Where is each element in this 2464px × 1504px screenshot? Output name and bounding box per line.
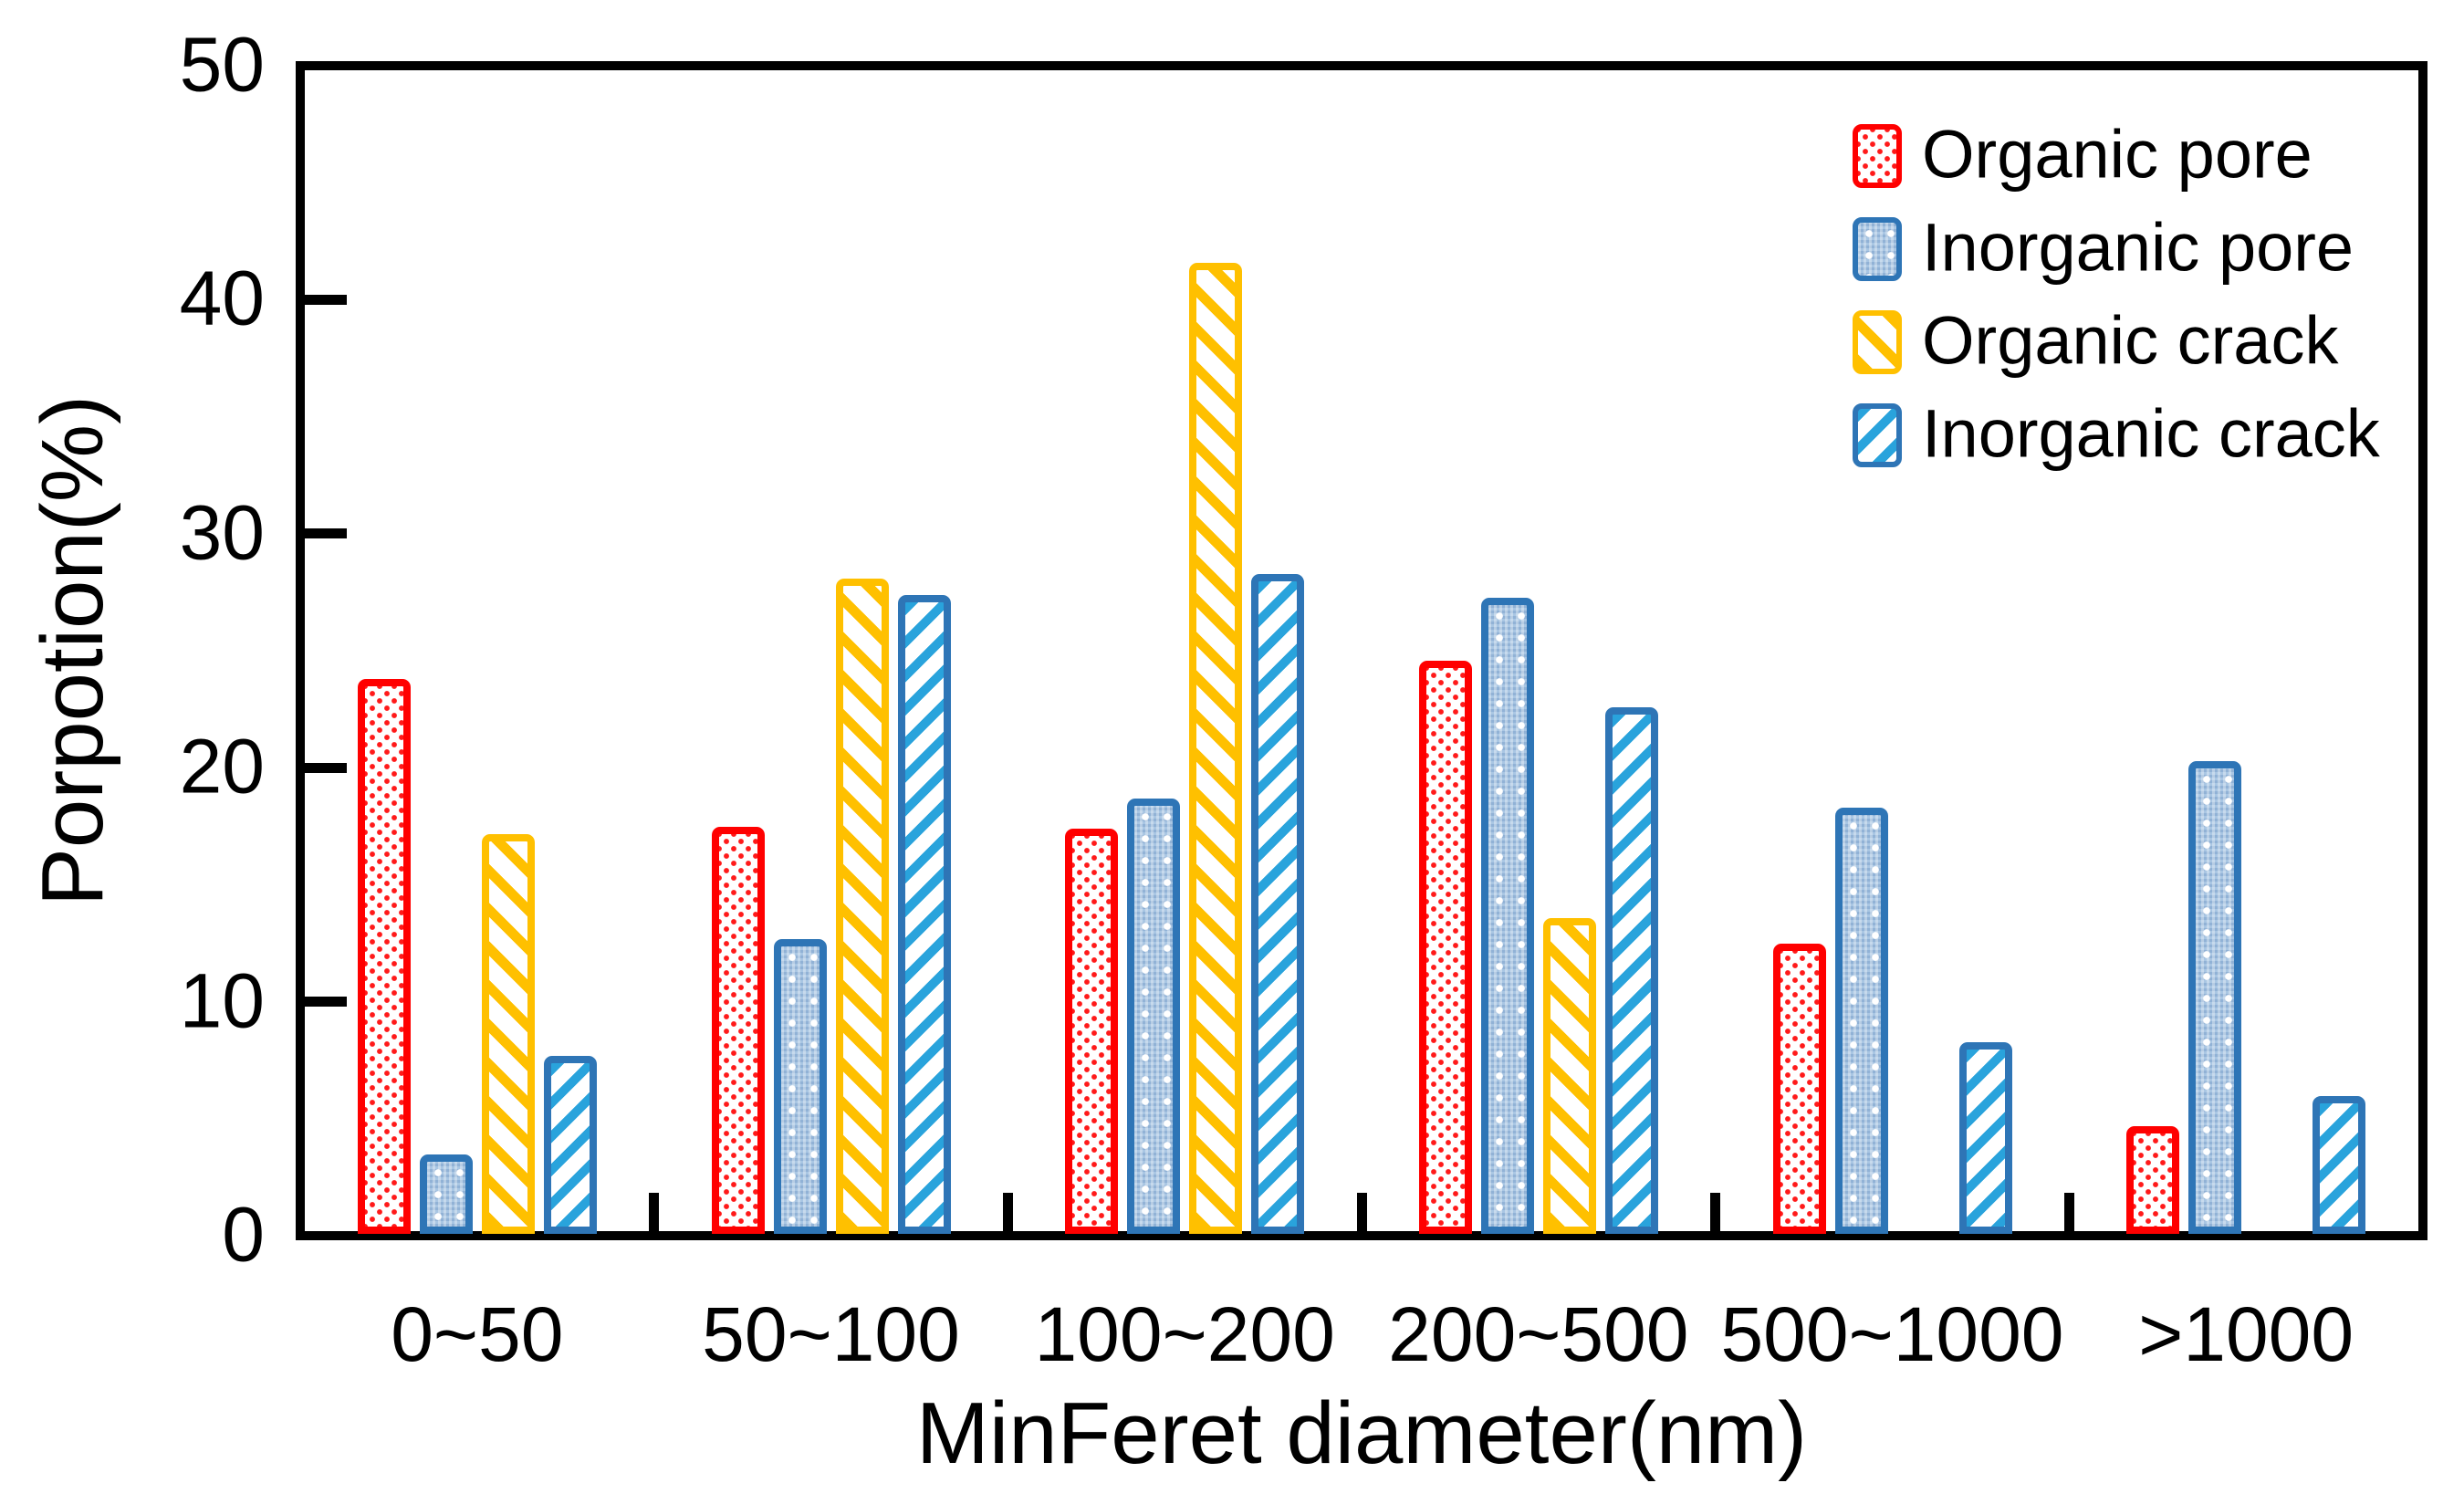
bar-organic-pore->1000 — [2126, 1126, 2180, 1234]
legend-label-organic-pore: Organic pore — [1922, 116, 2313, 193]
x-tick-mark-1 — [649, 1193, 660, 1231]
bar-inorganic-crack-50~100 — [897, 595, 951, 1234]
bar-inorganic-pore-50~100 — [773, 938, 827, 1234]
bar-organic-pore-100~200 — [1065, 829, 1119, 1234]
x-tick-mark-4 — [1710, 1193, 1721, 1231]
y-tick-mark-20 — [305, 762, 347, 773]
bar-inorganic-crack-0~50 — [543, 1056, 597, 1234]
y-tick-label-20: 20 — [179, 723, 265, 809]
bar-inorganic-crack->1000 — [2313, 1095, 2366, 1234]
bar-inorganic-pore->1000 — [2188, 761, 2242, 1234]
x-category-label-0~50: 0~50 — [391, 1291, 564, 1377]
y-tick-label-10: 10 — [179, 956, 265, 1043]
x-category-label-500~1000: 500~1000 — [1720, 1291, 2064, 1377]
legend-label-inorganic-crack: Inorganic crack — [1922, 395, 2380, 472]
bar-inorganic-pore-100~200 — [1127, 799, 1181, 1234]
x-tick-mark-3 — [1356, 1193, 1367, 1231]
bar-organic-crack-0~50 — [481, 833, 535, 1234]
bar-inorganic-pore-500~1000 — [1834, 808, 1888, 1234]
y-axis-title: Porpotion(%) — [24, 394, 121, 907]
legend-swatch-organic-pore — [1853, 124, 1902, 188]
legend-swatch-organic-crack — [1853, 310, 1902, 374]
y-tick-label-50: 50 — [179, 21, 265, 108]
legend-swatch-inorganic-crack — [1853, 403, 1902, 467]
y-tick-label-0: 0 — [222, 1191, 265, 1278]
bar-organic-crack-50~100 — [835, 579, 889, 1234]
bar-inorganic-pore-200~500 — [1480, 597, 1534, 1234]
bar-organic-crack-200~500 — [1542, 917, 1596, 1234]
bar-inorganic-crack-500~1000 — [1958, 1041, 2012, 1234]
x-tick-mark-5 — [2063, 1193, 2074, 1231]
bar-organic-pore-0~50 — [357, 679, 411, 1234]
legend-label-inorganic-pore: Inorganic pore — [1922, 209, 2354, 286]
y-tick-mark-10 — [305, 997, 347, 1008]
x-axis-title: MinFeret diameter(nm) — [915, 1384, 1808, 1482]
x-tick-mark-2 — [1002, 1193, 1013, 1231]
y-tick-mark-30 — [305, 528, 347, 539]
x-category-label-100~200: 100~200 — [1034, 1291, 1335, 1377]
x-category-label-50~100: 50~100 — [702, 1291, 960, 1377]
bar-organic-pore-200~500 — [1418, 660, 1472, 1234]
legend-swatch-inorganic-pore — [1853, 217, 1902, 281]
legend-label-organic-crack: Organic crack — [1922, 302, 2339, 379]
bar-organic-pore-500~1000 — [1772, 944, 1826, 1234]
y-tick-label-30: 30 — [179, 489, 265, 576]
bar-organic-pore-50~100 — [711, 826, 765, 1234]
bar-inorganic-crack-200~500 — [1604, 707, 1658, 1234]
x-category-label-200~500: 200~500 — [1388, 1291, 1689, 1377]
plot-frame — [296, 61, 2427, 1240]
x-category-label->1000: >1000 — [2138, 1291, 2354, 1377]
bar-inorganic-crack-100~200 — [1251, 573, 1305, 1234]
y-tick-label-40: 40 — [179, 255, 265, 341]
bar-inorganic-pore-0~50 — [419, 1154, 473, 1234]
bar-organic-crack-100~200 — [1189, 262, 1243, 1234]
y-tick-mark-40 — [305, 294, 347, 305]
